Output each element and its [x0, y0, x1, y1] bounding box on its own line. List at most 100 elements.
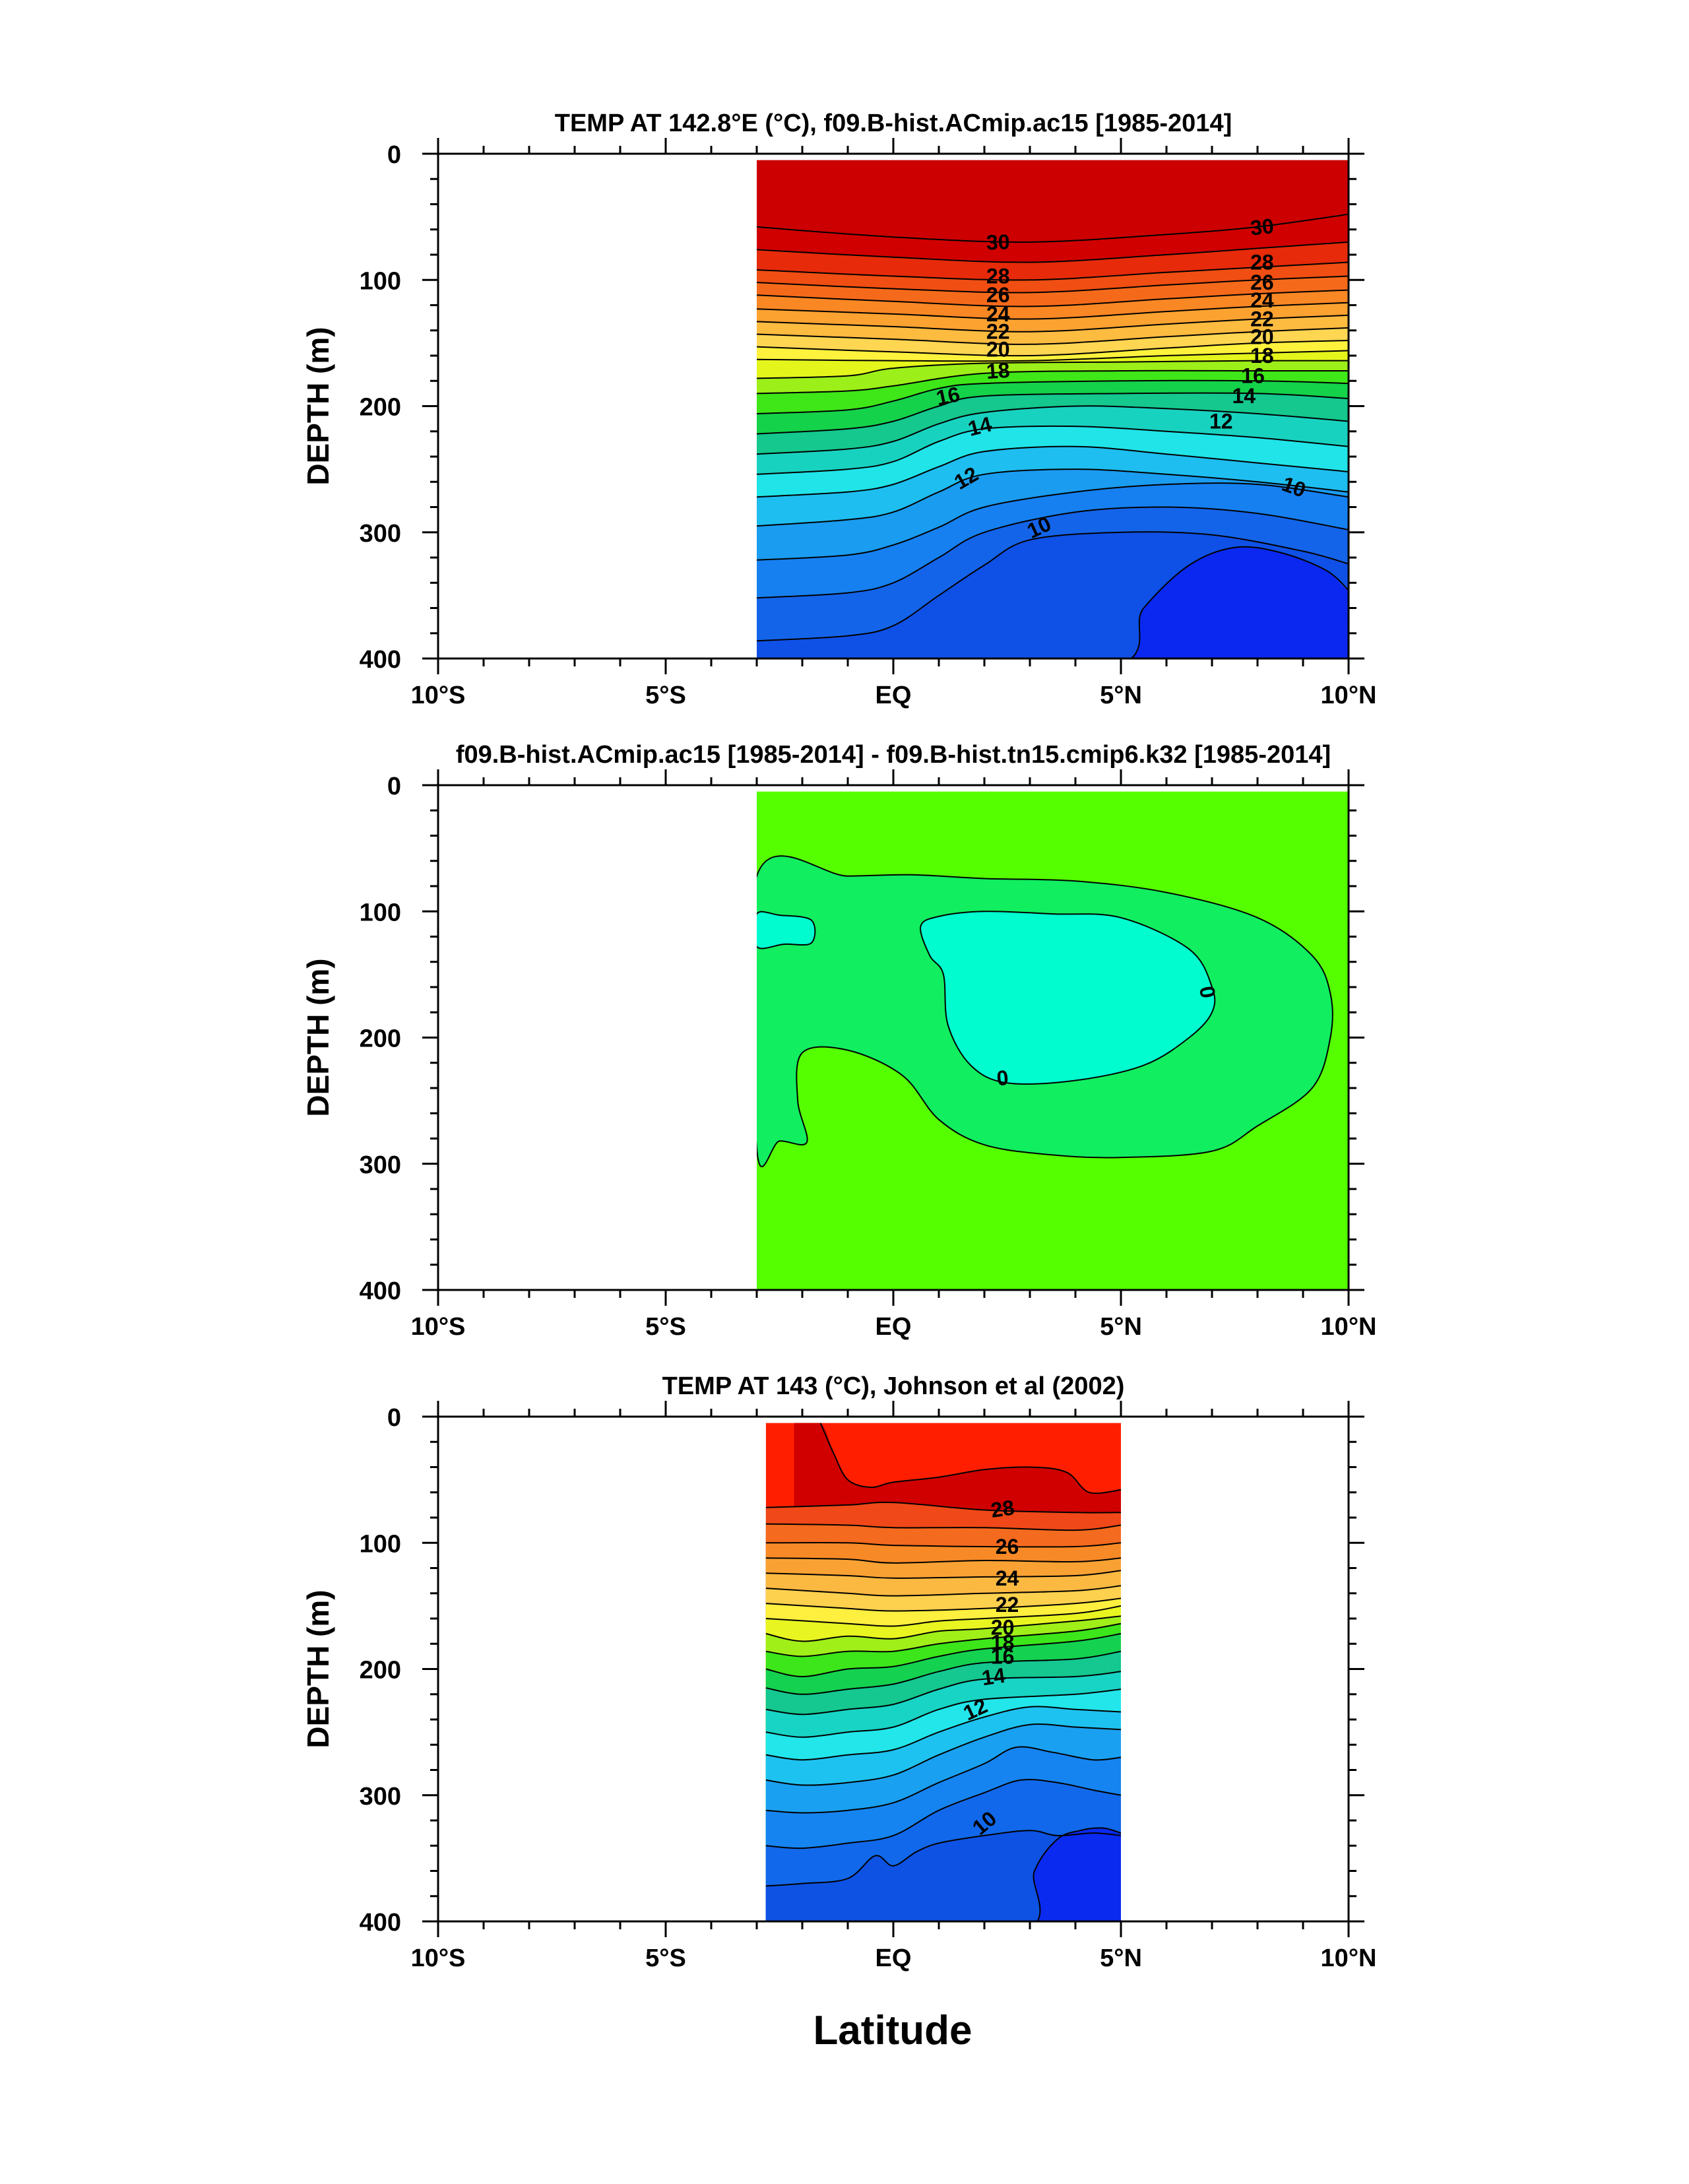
y-tick-label: 100 [360, 1530, 401, 1558]
contour-line [757, 261, 1349, 281]
contour-line [757, 350, 1349, 362]
contour-line [757, 289, 1349, 307]
x-tick-label: 10°S [411, 682, 466, 709]
x-axis-label: Latitude [813, 2008, 972, 2053]
x-tick-label: 10°N [1321, 1313, 1377, 1341]
y-tick-label: 400 [360, 1909, 401, 1937]
contour-label: 14 [1232, 384, 1256, 408]
contour-band [1131, 546, 1349, 658]
contour-line [765, 1778, 1122, 1849]
contour-label: 16 [1241, 364, 1265, 388]
y-tick-label: 100 [360, 899, 401, 926]
x-tick-label: EQ [876, 1944, 912, 1972]
contour-line [757, 314, 1349, 333]
contour-line [765, 1541, 1122, 1548]
y-tick-label: 300 [360, 1151, 401, 1179]
y-axis-label: DEPTH (m) [301, 327, 335, 485]
contour-label: 20 [991, 1615, 1015, 1639]
contour-label: 14 [980, 1663, 1007, 1690]
contour-label: 26 [1250, 271, 1274, 294]
y-tick-label: 0 [387, 141, 401, 169]
contour-label: 16 [934, 382, 962, 410]
contour-line [765, 1570, 1122, 1579]
contour-line [757, 531, 1349, 642]
contour-label: 20 [986, 337, 1010, 361]
contour-line [757, 405, 1349, 455]
contour-label: 28 [989, 1495, 1015, 1522]
contour-label: 0 [996, 1066, 1009, 1090]
x-tick-label: 10°N [1321, 1944, 1377, 1972]
contour-line [765, 1632, 1122, 1678]
y-tick-label: 100 [360, 267, 401, 295]
contour-line [757, 392, 1349, 435]
panel-title: TEMP AT 143 (°C), Johnson et al (2002) [662, 1372, 1125, 1400]
contour-label: 28 [1250, 250, 1274, 274]
contour-region [757, 911, 816, 949]
contour-label: 26 [996, 1535, 1019, 1558]
contour-line [765, 1706, 1122, 1761]
contour-line [819, 1423, 1122, 1494]
contour-line [757, 340, 1349, 357]
contour-label: 24 [996, 1566, 1019, 1590]
panel-title: f09.B-hist.ACmip.ac15 [1985-2014] - f09.… [456, 741, 1331, 769]
x-tick-label: 5°N [1100, 682, 1142, 709]
x-tick-label: EQ [876, 682, 912, 709]
contour-label: 28 [986, 265, 1010, 288]
contour-line [757, 379, 1349, 414]
contour-label: 20 [1250, 325, 1274, 348]
contour-line [757, 369, 1349, 395]
contour-line [765, 1671, 1122, 1716]
contour-line [1130, 546, 1349, 658]
y-tick-label: 0 [387, 1404, 401, 1432]
contour-line [765, 1615, 1122, 1642]
y-tick-label: 400 [360, 646, 401, 674]
contour-line [765, 1523, 1122, 1531]
contour-label: 18 [991, 1630, 1015, 1654]
y-tick-label: 300 [360, 520, 401, 548]
contour-label: 16 [991, 1644, 1015, 1668]
contour-line [765, 1650, 1122, 1695]
contour-label: 24 [1250, 288, 1274, 312]
contour-label: 30 [986, 230, 1010, 254]
contour-line [765, 1597, 1122, 1612]
contour-label: 24 [986, 302, 1010, 326]
x-tick-label: 10°S [411, 1313, 466, 1341]
contour-line [757, 360, 1349, 379]
panel-model-temp: 3030282826262424222220201818161614141212… [301, 110, 1376, 709]
contour-label: 12 [1209, 409, 1233, 433]
contour-line [757, 482, 1349, 561]
contour-label: 0 [1195, 984, 1221, 1000]
contour-field [765, 1423, 1122, 1921]
contour-line [765, 1746, 1122, 1814]
x-tick-label: EQ [876, 1313, 912, 1341]
y-axis-label: DEPTH (m) [301, 1590, 335, 1748]
contour-line [765, 1830, 1122, 1887]
contour-line [757, 468, 1349, 527]
contour-region [920, 911, 1216, 1085]
contour-label: 22 [996, 1593, 1019, 1617]
contour-line [757, 506, 1349, 599]
y-tick-label: 0 [387, 773, 401, 800]
contour-line [765, 1501, 1122, 1514]
panel-difference: 0 0 10°S 5°S EQ 5°N 10°N 0 100 200 300 400 f09.B-his… [301, 741, 1376, 1341]
panel-title: TEMP AT 142.8°E (°C), f09.B-hist.ACmip.a… [555, 110, 1232, 137]
contour-line [757, 241, 1349, 263]
y-tick-label: 200 [360, 1657, 401, 1685]
contour-label: 14 [965, 412, 994, 441]
contour-line [765, 1622, 1122, 1657]
y-tick-label: 200 [360, 394, 401, 422]
contour-line [765, 1585, 1122, 1597]
contour-line [757, 275, 1349, 294]
contour-line [757, 327, 1349, 345]
contour-line [765, 1688, 1122, 1738]
contour-band [1033, 1828, 1122, 1921]
contour-label: 18 [1250, 344, 1274, 368]
contour-field [757, 160, 1349, 658]
x-tick-label: 5°N [1100, 1944, 1142, 1972]
contour-line [757, 302, 1349, 320]
contour-field [757, 791, 1349, 1290]
y-tick-label: 400 [360, 1277, 401, 1305]
x-tick-label: 10°S [411, 1944, 466, 1972]
